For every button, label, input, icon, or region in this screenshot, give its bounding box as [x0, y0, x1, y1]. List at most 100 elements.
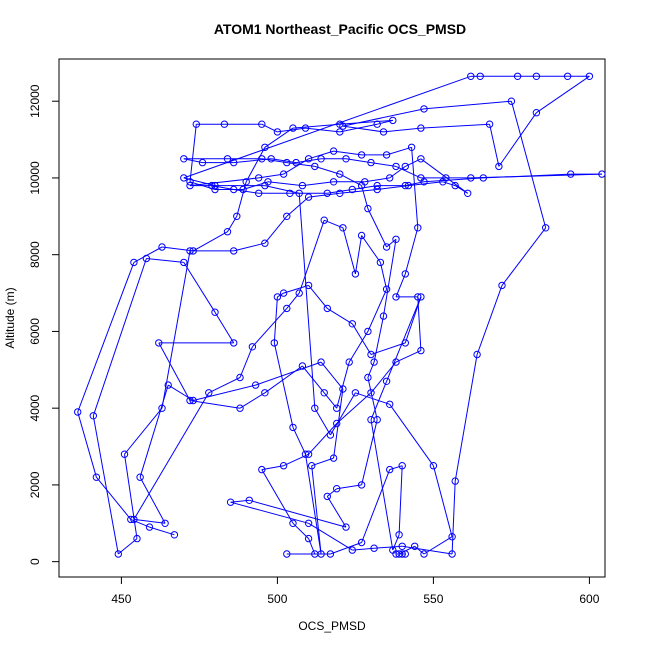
series-0-segment-160	[117, 538, 138, 555]
series-0-point-43	[333, 485, 341, 493]
series-0-point-187	[258, 120, 266, 128]
series-0-segment-7	[389, 404, 434, 466]
series-0-segment-126	[333, 388, 344, 459]
series-0-point-97	[333, 419, 341, 428]
series-0-point-4	[411, 542, 419, 550]
series-0-point-180	[298, 181, 307, 190]
series-0-segment-12	[264, 185, 300, 194]
series-0-point-146	[364, 327, 372, 336]
series-0-segment-111	[370, 381, 388, 420]
x-tick-label-0: 450	[111, 592, 131, 606]
series-0-point-48	[379, 312, 388, 320]
series-0-point-129	[251, 381, 260, 389]
series-0-segment-90	[404, 227, 419, 275]
series-0-point-142	[351, 270, 360, 278]
series-0-point-162	[120, 450, 129, 458]
series-0-point-136	[236, 373, 244, 382]
series-0-point-186	[220, 120, 229, 128]
series-0-point-37	[348, 546, 356, 554]
series-0-point-118	[304, 281, 313, 290]
series-0-point-115	[367, 350, 375, 359]
series-0-segment-110	[370, 419, 394, 551]
series-0-point-152	[236, 404, 244, 412]
series-0-segment-147	[336, 361, 350, 409]
series-0-segment-116	[327, 307, 353, 325]
series-0-point-155	[230, 339, 238, 347]
series-0-point-122	[289, 423, 297, 432]
x-axis: 450 500 550 600	[111, 577, 600, 606]
series-0-segment-72	[423, 177, 484, 183]
series-0-point-89	[407, 143, 416, 152]
series-0-point-14	[211, 181, 219, 190]
series-0-segment-26	[342, 125, 384, 133]
series-0-point-165	[230, 247, 238, 255]
series-0-point-66	[392, 162, 400, 171]
series-0-point-132	[136, 473, 144, 481]
series-0-point-3	[395, 550, 403, 558]
x-tick-label-1: 500	[267, 592, 287, 606]
series-0-point-159	[89, 412, 98, 420]
series-0-point-38	[304, 519, 313, 527]
series-0-point-145	[382, 285, 391, 293]
series-0-segment-42	[326, 488, 338, 497]
series-0-point-24	[485, 120, 494, 128]
series-0-point-144	[376, 258, 385, 267]
series-0-segment-136	[239, 346, 253, 378]
series-0-point-78	[286, 189, 294, 198]
series-0-point-121	[270, 339, 278, 347]
series-0-segment-117	[308, 285, 328, 309]
series-0-segment-161	[124, 454, 138, 539]
series-0-point-15	[180, 174, 188, 182]
series-0-point-29	[507, 97, 516, 105]
series-0-segment-137	[252, 308, 288, 348]
series-0-point-73	[420, 178, 428, 186]
series-0-point-105	[326, 550, 335, 558]
series-0-point-202	[74, 408, 82, 416]
series-0-point-205	[145, 523, 154, 531]
series-0-point-60	[230, 158, 238, 167]
plot-frame	[58, 58, 606, 578]
series-0-segment-169	[339, 189, 378, 194]
series-0-point-28	[420, 105, 428, 113]
series-0-point-9	[351, 389, 360, 397]
series-0-point-149	[320, 389, 328, 397]
series-0-point-77	[323, 189, 331, 198]
series-0-segment-199	[161, 246, 194, 252]
series-0-point-138	[283, 304, 291, 313]
series-0-point-36	[370, 544, 378, 552]
series-0-segment-64	[345, 158, 372, 164]
series-0-point-32	[473, 350, 481, 359]
series-0-point-113	[417, 293, 425, 301]
series-points	[74, 72, 606, 558]
series-0-segment-145	[367, 288, 388, 332]
series-0-point-101	[289, 519, 297, 527]
series-0-point-178	[361, 178, 369, 186]
series-0-segment-97	[308, 423, 338, 455]
series-0-segment-47	[373, 315, 384, 363]
series-0-point-134	[130, 515, 138, 524]
series-0-point-166	[261, 239, 269, 247]
series-0-segment-91	[395, 273, 406, 298]
series-0-point-114	[401, 339, 409, 347]
series-0-point-204	[127, 515, 135, 524]
series-0-segment-150	[264, 365, 303, 394]
series-0-point-7	[429, 462, 438, 470]
series-0-point-39	[226, 498, 235, 506]
series-0-segment-170	[377, 185, 409, 190]
series-0-segment-5	[423, 536, 453, 555]
series-0-segment-142	[354, 235, 363, 274]
series-0-segment-6	[432, 465, 453, 537]
series-0-point-158	[142, 254, 151, 263]
series-0-segment-23	[489, 124, 500, 167]
series-0-segment-201	[77, 262, 135, 413]
series-0-segment-40	[249, 499, 347, 528]
series-0-segment-34	[402, 545, 453, 555]
series-0-point-163	[158, 404, 166, 412]
series-0-segment-46	[367, 361, 375, 378]
series-0-point-22	[532, 109, 541, 117]
series-0-point-12	[295, 189, 303, 198]
series-0-segment-109	[392, 534, 400, 551]
series-0-segment-203	[96, 476, 132, 520]
series-0-segment-163	[161, 250, 191, 409]
series-0-segment-85	[308, 150, 334, 160]
